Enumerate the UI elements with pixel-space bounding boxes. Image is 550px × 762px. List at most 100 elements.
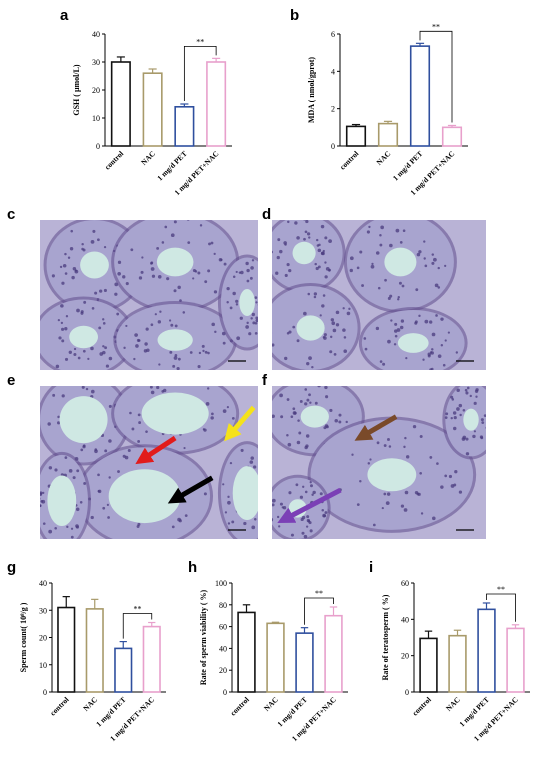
cell-nucleus xyxy=(349,268,353,273)
cell-nucleus xyxy=(290,415,294,419)
cell-nucleus xyxy=(161,390,165,393)
cell-nucleus xyxy=(324,275,328,279)
cell-nucleus xyxy=(136,525,140,529)
cell-nucleus xyxy=(303,534,308,539)
tubule-lumen xyxy=(108,469,181,524)
cell-nucleus xyxy=(396,328,401,332)
cell-nucleus xyxy=(252,321,256,325)
cell-nucleus xyxy=(213,252,216,256)
y-tick-label: 10 xyxy=(39,661,47,670)
y-tick-label: 40 xyxy=(92,30,100,39)
cell-nucleus xyxy=(466,386,470,390)
cell-nucleus xyxy=(224,511,228,514)
cell-nucleus xyxy=(207,387,210,390)
cell-nucleus xyxy=(51,274,55,278)
cell-nucleus xyxy=(199,224,203,227)
tubule-lumen xyxy=(397,333,429,353)
x-tick-label: NAC xyxy=(444,695,462,713)
cell-nucleus xyxy=(427,352,431,356)
cell-nucleus xyxy=(81,247,84,251)
tubule-lumen xyxy=(300,405,329,428)
cell-nucleus xyxy=(102,318,105,321)
cell-nucleus xyxy=(127,448,131,453)
cell-nucleus xyxy=(261,319,264,322)
cell-nucleus xyxy=(459,413,462,417)
cell-nucleus xyxy=(129,411,132,415)
cell-nucleus xyxy=(52,393,56,397)
cell-nucleus xyxy=(304,230,308,234)
cell-nucleus xyxy=(382,362,386,366)
cell-nucleus xyxy=(94,291,98,295)
cell-nucleus xyxy=(431,332,436,337)
cell-nucleus xyxy=(383,492,387,496)
cell-nucleus xyxy=(454,470,458,474)
cell-nucleus xyxy=(440,317,444,321)
y-axis-label: MDA ( nmol/gprot) xyxy=(307,57,316,123)
cell-nucleus xyxy=(227,495,230,499)
cell-nucleus xyxy=(437,266,440,270)
significance-bracket xyxy=(304,597,334,625)
cell-nucleus xyxy=(379,360,383,363)
cell-nucleus xyxy=(328,269,331,272)
cell-nucleus xyxy=(424,319,429,324)
cell-nucleus xyxy=(204,280,208,284)
cell-nucleus xyxy=(379,233,382,237)
y-tick-label: 4 xyxy=(331,67,335,76)
cell-nucleus xyxy=(368,225,371,229)
cell-nucleus xyxy=(64,272,68,275)
cell-nucleus xyxy=(245,261,249,266)
cell-nucleus xyxy=(68,350,72,354)
y-tick-label: 0 xyxy=(96,142,100,151)
y-tick-label: 20 xyxy=(401,652,409,661)
cell-nucleus xyxy=(401,284,405,288)
panel-letter-f: f xyxy=(262,372,268,389)
cell-nucleus xyxy=(158,363,161,366)
cell-nucleus xyxy=(150,267,155,271)
cell-nucleus xyxy=(184,514,188,517)
cell-nucleus xyxy=(400,319,405,323)
cell-nucleus xyxy=(329,408,333,413)
cell-nucleus xyxy=(278,525,281,528)
micrograph-image xyxy=(40,220,264,370)
cell-nucleus xyxy=(301,515,306,520)
cell-nucleus xyxy=(259,483,262,486)
cell-nucleus xyxy=(272,414,275,419)
cell-nucleus xyxy=(94,448,98,451)
cell-nucleus xyxy=(180,383,182,385)
cell-nucleus xyxy=(324,261,327,264)
cell-nucleus xyxy=(359,250,363,254)
cell-nucleus xyxy=(157,320,162,324)
y-tick-label: 20 xyxy=(39,634,47,643)
cell-nucleus xyxy=(458,403,463,408)
cell-nucleus xyxy=(47,422,51,426)
cell-nucleus xyxy=(306,515,310,519)
cell-nucleus xyxy=(145,327,149,331)
cell-nucleus xyxy=(371,262,374,266)
cell-nucleus xyxy=(266,476,269,479)
cell-nucleus xyxy=(404,436,407,440)
cell-nucleus xyxy=(197,271,201,275)
y-tick-label: 40 xyxy=(39,579,47,588)
cell-nucleus xyxy=(418,250,422,254)
cell-nucleus xyxy=(400,504,405,508)
cell-nucleus xyxy=(87,357,90,361)
x-tick-label: 1 mg/d PET xyxy=(391,149,424,182)
cell-nucleus xyxy=(307,292,311,296)
cell-nucleus xyxy=(423,240,426,243)
cell-nucleus xyxy=(108,404,112,408)
cell-nucleus xyxy=(254,331,258,335)
cell-nucleus xyxy=(343,349,348,353)
cell-nucleus xyxy=(255,316,258,320)
cell-nucleus xyxy=(57,318,60,322)
y-tick-label: 10 xyxy=(92,114,100,123)
cell-nucleus xyxy=(161,241,165,244)
significance-bracket xyxy=(122,613,153,639)
cell-nucleus xyxy=(311,493,314,497)
cell-nucleus xyxy=(170,323,174,327)
cell-nucleus xyxy=(304,445,308,450)
cell-nucleus xyxy=(154,313,157,316)
cell-nucleus xyxy=(211,412,214,416)
cell-nucleus xyxy=(243,521,247,526)
y-tick-label: 0 xyxy=(405,688,409,697)
cell-nucleus xyxy=(375,326,380,331)
